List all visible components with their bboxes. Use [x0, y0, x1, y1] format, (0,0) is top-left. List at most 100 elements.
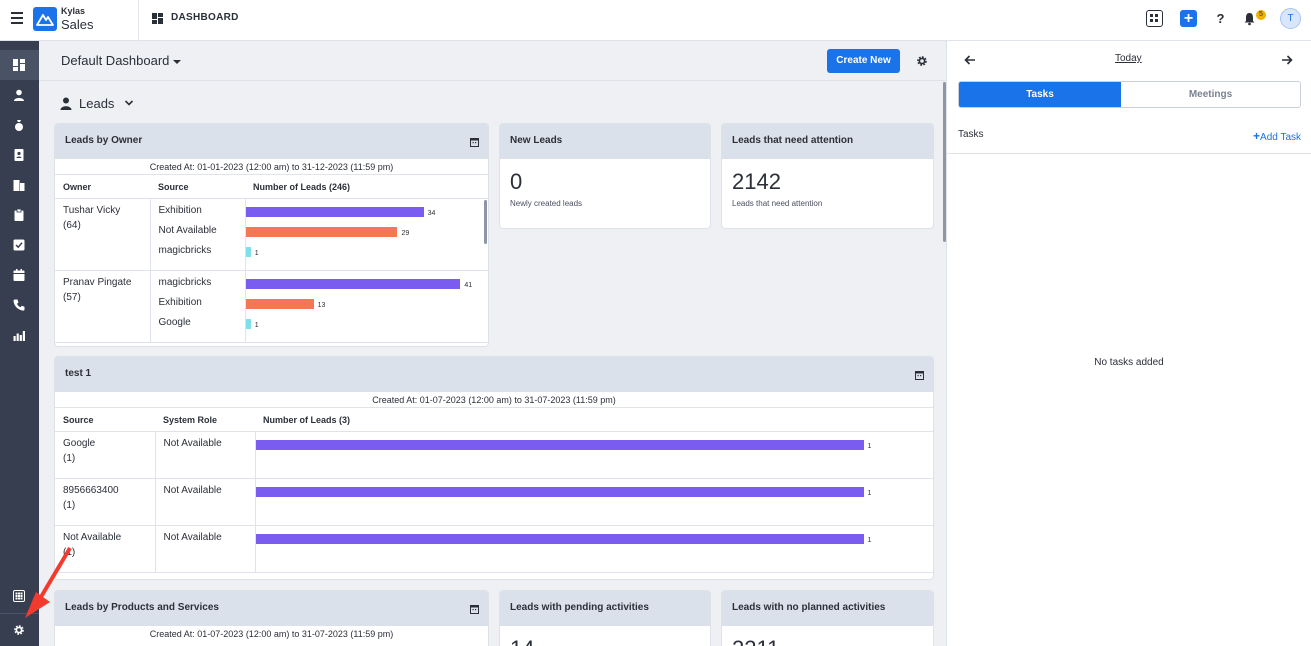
calendar-icon[interactable]	[470, 604, 479, 614]
module-label: Leads	[79, 96, 115, 111]
bar-value-label: 29	[401, 230, 410, 237]
source-cell: magicbricks Exhibition Google	[150, 270, 246, 343]
chart-bar[interactable]	[245, 227, 398, 237]
hamburger-menu-icon[interactable]	[11, 12, 23, 24]
metric-value: 2211	[722, 626, 933, 646]
sidebar-item-contacts[interactable]	[0, 140, 39, 170]
role-cell: Not Available	[155, 431, 256, 479]
sidebar-item-leads[interactable]	[0, 80, 39, 110]
sidebar-item-apps[interactable]	[0, 581, 39, 611]
contact-card-icon	[14, 149, 24, 161]
arrow-right-icon[interactable]	[1281, 54, 1293, 66]
scrollbar[interactable]	[484, 200, 487, 244]
help-icon[interactable]: ?	[1216, 11, 1225, 26]
chart-bar[interactable]	[245, 319, 251, 329]
sidebar-item-reports[interactable]	[0, 200, 39, 230]
add-task-button[interactable]: +Add Task	[1253, 129, 1301, 143]
notification-badge: 5	[1256, 10, 1266, 20]
chart-bar[interactable]	[245, 299, 314, 309]
date-range: Created At: 01-01-2023 (12:00 am) to 31-…	[149, 162, 394, 172]
metric-subtitle: Newly created leads	[510, 199, 583, 208]
divider	[947, 153, 1311, 154]
add-task-label: Add Task	[1260, 132, 1301, 143]
chart-bar[interactable]	[255, 534, 864, 544]
owner-name: Pranav Pingate	[63, 277, 132, 288]
metric-value: 0	[510, 169, 523, 194]
column-header: System Role	[155, 407, 255, 432]
quick-add-button[interactable]: +	[1180, 10, 1197, 27]
calendar-icon[interactable]	[915, 370, 924, 380]
table-row: Tushar Vicky (64) Exhibition Not Availabl…	[55, 198, 488, 271]
chart-cell: 1	[255, 525, 933, 573]
owner-cell: Pranav Pingate (57)	[55, 270, 151, 343]
source-label: Not Available	[158, 225, 217, 236]
user-avatar[interactable]: T	[1280, 8, 1301, 29]
leads-by-owner-table: Owner Source Number of Leads (246) Tusha…	[55, 174, 488, 343]
chart-bar[interactable]	[255, 440, 864, 450]
sidebar-item-calendar[interactable]	[0, 260, 39, 290]
sidebar-item-deals[interactable]	[0, 110, 39, 140]
sidebar-item-calls[interactable]	[0, 290, 39, 320]
leads-by-owner-card: Leads by Owner Created At: 01-01-2023 (1…	[54, 123, 489, 347]
owner-count: (64)	[63, 220, 81, 231]
bar-value-label: 1	[867, 443, 872, 450]
calendar-icon[interactable]	[470, 137, 479, 147]
apps-grid-icon[interactable]	[1146, 10, 1163, 27]
source-name: 8956663400	[63, 485, 119, 496]
sidebar-item-settings[interactable]	[0, 615, 39, 645]
source-count: (1)	[63, 547, 76, 558]
table-row: Pranav Pingate (57) magicbricks Exhibitio…	[55, 270, 488, 343]
chart-cell: 41 13 1	[245, 270, 488, 343]
tab-tasks[interactable]: Tasks	[959, 82, 1121, 107]
section-title: DASHBOARD	[171, 12, 239, 23]
chart-bar[interactable]	[255, 487, 864, 497]
brand-name: Kylas	[61, 6, 86, 16]
chart-bar[interactable]	[245, 279, 461, 289]
owner-count: (57)	[63, 292, 81, 303]
money-bag-icon	[15, 120, 23, 131]
attention-card: Leads that need attention 2142 Leads tha…	[721, 123, 934, 229]
metric-value: 2142	[732, 169, 781, 194]
clipboard-icon	[14, 209, 24, 221]
building-icon	[13, 180, 25, 191]
chart-cell: 1	[255, 478, 933, 526]
scrollbar[interactable]	[943, 82, 946, 242]
bar-chart-icon	[13, 331, 25, 341]
column-header: Number of Leads (246)	[245, 174, 488, 199]
date-range: Created At: 01-07-2023 (12:00 am) to 31-…	[149, 629, 394, 639]
source-count: (1)	[63, 453, 76, 464]
arrow-left-icon[interactable]	[964, 54, 976, 66]
source-label: Exhibition	[158, 297, 202, 308]
sidebar-item-tasks[interactable]	[0, 230, 39, 260]
table-row: Not Available (1) Not Available 1	[55, 525, 933, 573]
sidebar-item-analytics[interactable]	[0, 320, 39, 350]
tab-meetings[interactable]: Meetings	[1188, 89, 1233, 100]
card-header: Leads with no planned activities	[722, 591, 933, 626]
date-navigator-today[interactable]: Today	[1115, 53, 1142, 64]
sidebar-item-companies[interactable]	[0, 170, 39, 200]
source-label: magicbricks	[158, 277, 212, 288]
column-header: Number of Leads (3)	[255, 407, 933, 432]
sidebar-item-dashboard[interactable]	[0, 50, 39, 80]
calendar-icon	[13, 269, 25, 281]
dashboard-header: Default Dashboard Create New	[39, 41, 945, 81]
divider	[0, 613, 39, 614]
notification-bell-icon[interactable]	[1241, 10, 1258, 27]
kylas-logo[interactable]	[33, 7, 57, 31]
metric-subtitle: Leads that need attention	[732, 199, 823, 208]
bar-value-label: 1	[254, 322, 259, 329]
activity-tabs: Tasks Meetings	[958, 81, 1301, 108]
dashboard-selector[interactable]: Default Dashboard	[61, 53, 182, 68]
source-cell: Exhibition Not Available magicbricks	[150, 198, 246, 271]
chart-bar[interactable]	[245, 207, 424, 217]
source-name: Google	[63, 438, 96, 449]
card-title: Leads with pending activities	[510, 602, 649, 613]
tasks-heading: Tasks	[958, 129, 984, 140]
bar-value-label: 1	[867, 490, 872, 497]
source-label: Exhibition	[158, 205, 202, 216]
role-cell: Not Available	[155, 478, 256, 526]
column-header: Source	[55, 407, 155, 432]
gear-icon[interactable]	[916, 55, 928, 67]
create-new-button[interactable]: Create New	[827, 49, 900, 73]
chart-bar[interactable]	[245, 247, 251, 257]
